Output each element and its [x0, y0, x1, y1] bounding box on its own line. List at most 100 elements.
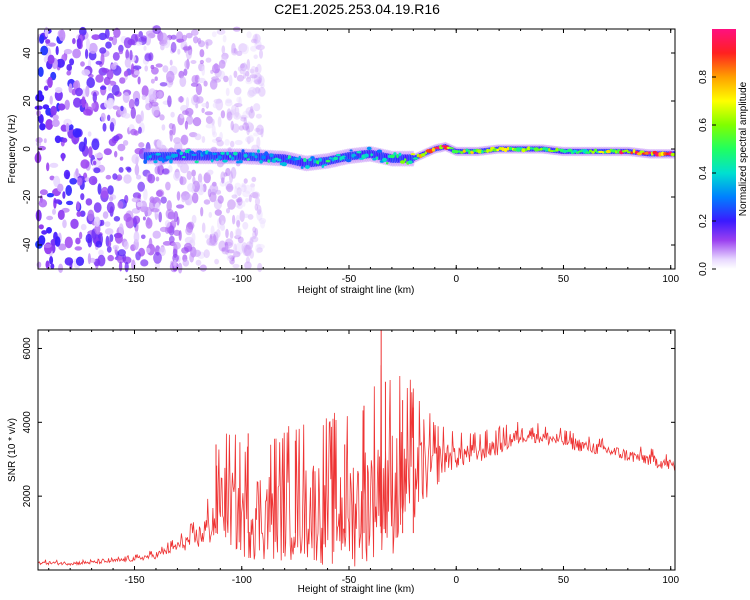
noise-blob — [88, 42, 98, 54]
noise-blob — [248, 109, 255, 119]
noise-blob — [247, 136, 251, 145]
ridge-core — [506, 146, 510, 151]
noise-blob — [46, 215, 54, 221]
x-tick-label: -50 — [342, 274, 357, 285]
noise-blob — [159, 114, 165, 121]
ridge-core — [524, 148, 528, 152]
noise-blob — [49, 95, 53, 105]
ridge-core — [410, 153, 416, 156]
noise-blob — [256, 209, 263, 221]
noise-blob — [221, 220, 225, 231]
noise-blob — [240, 63, 248, 72]
noise-blob — [245, 70, 250, 77]
ridge-core — [210, 159, 214, 163]
noise-blob — [37, 145, 47, 151]
ridge-core — [356, 151, 362, 154]
noise-blob — [246, 76, 252, 83]
noise-blob — [72, 128, 82, 138]
noise-blob — [112, 244, 120, 250]
noise-blob — [205, 57, 212, 63]
noise-blob — [222, 35, 227, 43]
noise-blob — [144, 53, 152, 62]
ridge-core — [544, 147, 549, 152]
noise-blob — [123, 37, 132, 49]
noise-blob — [193, 249, 201, 257]
ridge-core — [243, 153, 248, 158]
noise-blob — [187, 221, 195, 230]
noise-blob — [54, 236, 61, 247]
ridge-core — [477, 149, 483, 154]
noise-blob — [107, 254, 114, 262]
noise-blob — [107, 114, 111, 122]
ridge-core — [451, 149, 457, 154]
ridge-core — [630, 151, 633, 155]
ridge-core — [670, 152, 676, 157]
noise-blob — [159, 226, 168, 233]
noise-blob — [191, 169, 196, 177]
noise-blob — [75, 168, 79, 177]
ridge-core — [648, 151, 652, 155]
noise-blob — [227, 249, 235, 254]
noise-blob — [118, 261, 123, 272]
noise-blob — [69, 58, 75, 66]
noise-blob — [55, 87, 63, 94]
noise-blob — [241, 43, 249, 55]
noise-blob — [56, 58, 65, 68]
noise-blob — [239, 210, 245, 223]
noise-blob — [229, 230, 234, 239]
noise-blob — [64, 236, 73, 249]
noise-blob — [255, 86, 261, 94]
noise-blob — [218, 70, 226, 80]
noise-blob — [132, 65, 142, 70]
noise-blob — [250, 183, 256, 188]
noise-blob — [138, 247, 146, 257]
noise-blob — [161, 168, 170, 175]
ridge-core — [340, 155, 347, 160]
ridge-core — [588, 149, 593, 153]
noise-blob — [97, 254, 106, 267]
noise-blob — [156, 139, 163, 148]
noise-blob — [185, 199, 190, 206]
noise-blob — [250, 192, 259, 199]
noise-blob — [151, 101, 159, 107]
noise-blob — [63, 48, 73, 55]
noise-blob — [216, 139, 224, 147]
noise-blob — [190, 82, 199, 87]
noise-blob — [106, 246, 112, 253]
ridge-core — [420, 153, 426, 157]
ridge-core — [521, 148, 526, 153]
ridge-core — [431, 147, 436, 152]
noise-blob — [35, 93, 45, 102]
noise-blob — [43, 85, 49, 91]
noise-blob — [240, 184, 247, 193]
noise-blob — [122, 256, 132, 264]
noise-blob — [226, 183, 234, 193]
noise-blob — [98, 32, 107, 41]
noise-blob — [81, 69, 91, 76]
noise-blob — [134, 97, 140, 107]
noise-blob — [225, 98, 232, 104]
noise-blob — [242, 200, 246, 207]
ridge-core — [614, 150, 618, 154]
noise-blob — [205, 123, 214, 129]
noise-blob — [211, 31, 217, 38]
noise-blob — [250, 105, 254, 114]
noise-blob — [106, 201, 115, 214]
noise-blob — [177, 48, 181, 55]
ridge-core — [179, 151, 183, 155]
noise-blob — [182, 110, 189, 115]
noise-blob — [181, 195, 186, 203]
x-tick-label: 100 — [662, 274, 679, 285]
noise-blob — [256, 77, 262, 83]
ridge-core — [163, 158, 169, 162]
noise-blob — [246, 59, 251, 71]
noise-blob — [142, 216, 146, 221]
noise-blob — [146, 247, 151, 254]
ridge-core — [591, 150, 595, 154]
noise-blob — [253, 103, 261, 112]
noise-blob — [100, 85, 107, 90]
noise-blob — [144, 65, 148, 72]
noise-blob — [191, 214, 197, 224]
noise-blob — [169, 211, 175, 220]
ridge-core — [403, 158, 407, 162]
